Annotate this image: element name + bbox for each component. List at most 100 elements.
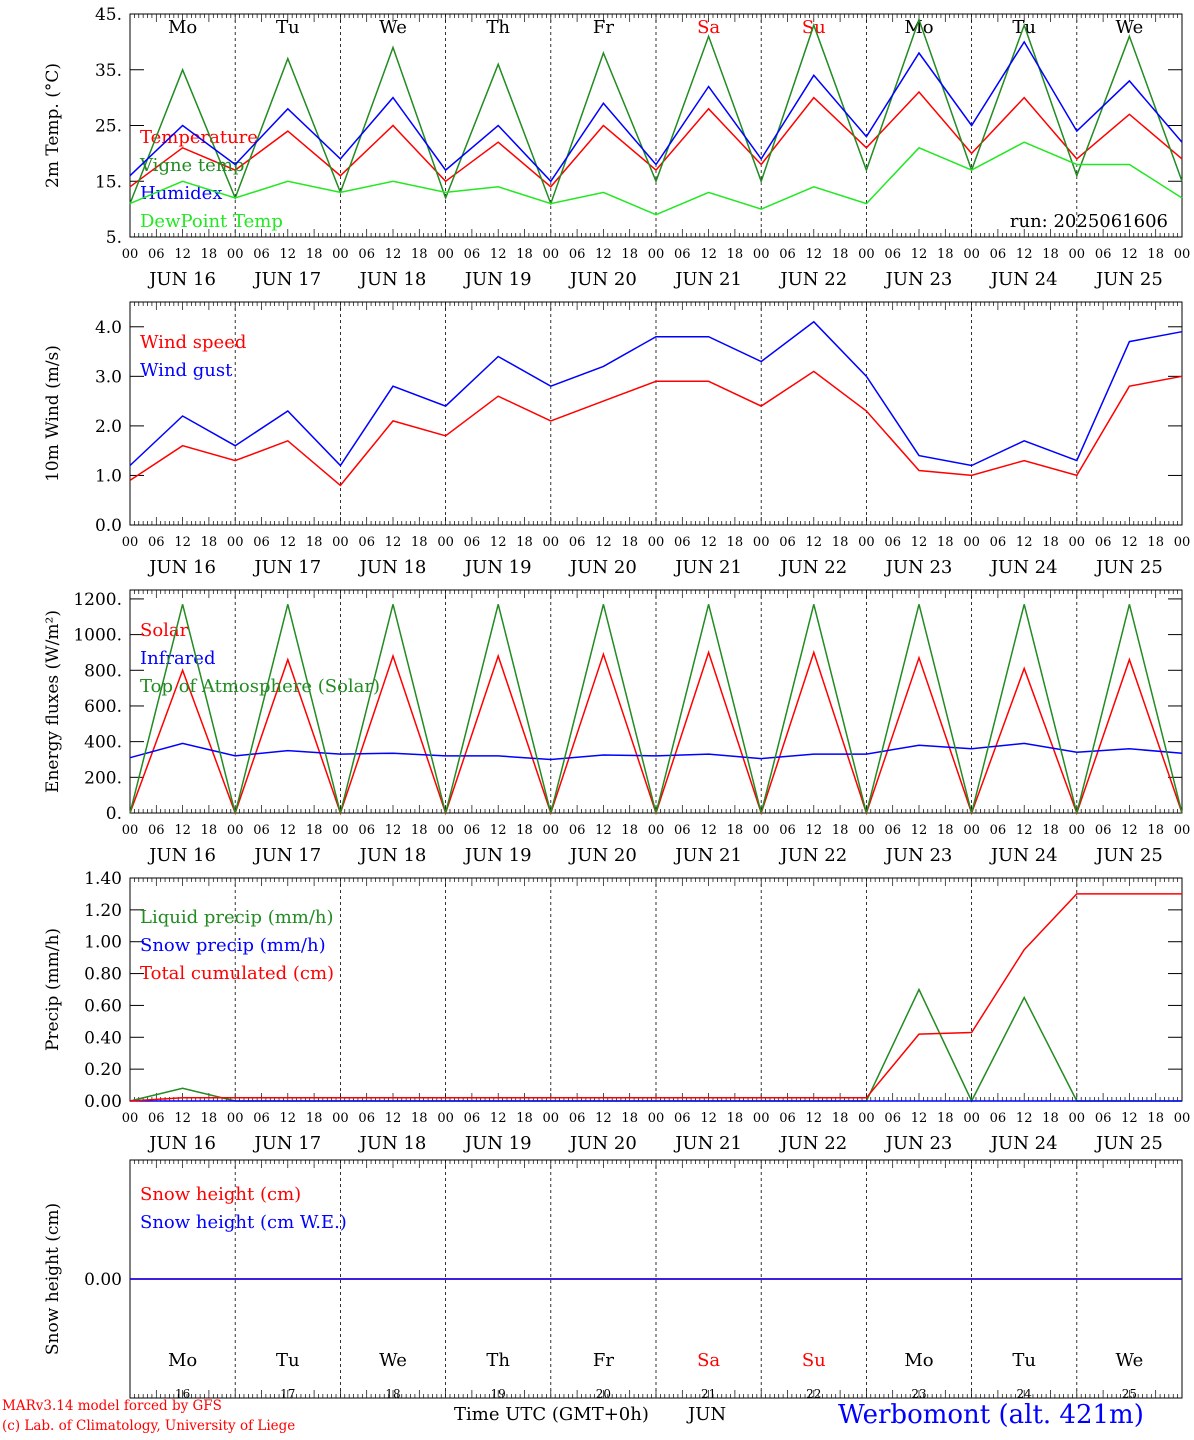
panel-5: 0.00 Snow height (cm) Mo Tu We Th Fr Sa Su Mo Tu We…: [43, 1159, 1183, 1401]
y-tick-label: 600.: [84, 697, 122, 717]
hour-label: 18: [306, 1111, 323, 1126]
date-label: JUN 25: [1094, 269, 1163, 290]
hour-label: 00: [1069, 823, 1086, 838]
hour-label: 12: [1121, 247, 1138, 262]
series-line: [129, 40, 1183, 183]
hour-label: 18: [1147, 535, 1164, 550]
day-label: Tu: [1012, 1350, 1036, 1371]
date-label: JUN 20: [568, 845, 637, 866]
hour-label: 06: [674, 535, 691, 550]
date-label: JUN 21: [673, 269, 742, 290]
hour-label: 00: [543, 247, 560, 262]
hour-label: 18: [306, 247, 323, 262]
date-label: JUN 16: [147, 1133, 216, 1154]
run-label: run: 2025061606: [1010, 211, 1168, 232]
date-label: JUN 18: [358, 269, 427, 290]
hour-label: 18: [937, 1111, 954, 1126]
hour-label: 00: [963, 1111, 980, 1126]
hour-label: 00: [858, 247, 875, 262]
date-label: JUN 16: [147, 557, 216, 578]
hour-label: 18: [832, 535, 849, 550]
hour-label: 00: [963, 247, 980, 262]
hour-label: 00: [437, 823, 454, 838]
date-label: JUN 18: [358, 1133, 427, 1154]
hour-label: 18: [937, 247, 954, 262]
hour-label: 18: [832, 1111, 849, 1126]
hour-label: 12: [595, 247, 612, 262]
hour-label: 12: [1016, 535, 1033, 550]
hour-label: 06: [358, 823, 375, 838]
series-line: [129, 742, 1183, 761]
hour-label: 06: [253, 535, 270, 550]
day-label: Tu: [276, 1350, 300, 1371]
hour-label: 06: [779, 1111, 796, 1126]
hour-label: 00: [1174, 247, 1191, 262]
hour-label: 12: [174, 535, 191, 550]
y-axis-label: Precip (mm/h): [43, 928, 63, 1051]
series-line: [129, 141, 1183, 216]
hour-label: 06: [779, 823, 796, 838]
y-tick-label: 4.0: [95, 318, 122, 338]
y-tick-label: 15.: [95, 172, 122, 192]
hour-label: 06: [884, 535, 901, 550]
y-tick-label: 0.80: [84, 965, 122, 985]
date-label: JUN 19: [463, 269, 532, 290]
hour-label: 18: [1042, 823, 1059, 838]
legend-entry: DewPoint Temp: [140, 211, 283, 232]
lab-credit: (c) Lab. of Climatology, University of L…: [2, 1418, 296, 1434]
legend-entry: Total cumulated (cm): [140, 963, 334, 984]
hour-label: 00: [122, 247, 139, 262]
series-line: [129, 604, 1183, 814]
panel-1: 5.15.25.35.45.2m Temp. (°C)Mo Tu We Th Fr Sa S…: [43, 5, 1190, 290]
date-label: JUN 19: [463, 557, 532, 578]
hour-label: 06: [148, 247, 165, 262]
hour-label: 06: [148, 823, 165, 838]
hour-label: 06: [569, 247, 586, 262]
panel-2: 0.0 1.0 2.0 3.0 4.0 10m Wind (m/s) Wind speed W…: [43, 301, 1190, 578]
hour-label: 06: [464, 535, 481, 550]
y-axis-label: 2m Temp. (°C): [43, 63, 63, 188]
hour-label: 18: [621, 247, 638, 262]
day-label: Th: [486, 1350, 510, 1371]
hour-label: 00: [1069, 1111, 1086, 1126]
date-label: JUN 22: [778, 269, 847, 290]
hour-label: 18: [1147, 823, 1164, 838]
y-tick-label: 1200.: [73, 590, 122, 610]
hour-label: 00: [858, 823, 875, 838]
legend-entry: Humidex: [140, 183, 222, 204]
hour-label: 18: [1147, 1111, 1164, 1126]
hour-label: 12: [806, 1111, 823, 1126]
hour-label: 00: [437, 1111, 454, 1126]
hour-label: 00: [648, 1111, 665, 1126]
y-axis-label: Energy fluxes (W/m²): [43, 610, 63, 793]
day-number-label: 23: [911, 1387, 926, 1401]
date-label: JUN 24: [989, 269, 1058, 290]
y-tick-label: 200.: [84, 768, 122, 788]
hour-label: 06: [464, 247, 481, 262]
hour-label: 12: [1016, 823, 1033, 838]
day-label: We: [1116, 17, 1144, 38]
hour-label: 12: [280, 247, 297, 262]
hour-label: 12: [700, 823, 717, 838]
hour-label: 18: [516, 1111, 533, 1126]
hour-label: 12: [280, 535, 297, 550]
date-label: JUN 20: [568, 1133, 637, 1154]
hour-label: 12: [174, 247, 191, 262]
hour-label: 06: [569, 1111, 586, 1126]
hour-label: 06: [253, 823, 270, 838]
hour-label: 18: [201, 823, 218, 838]
day-label: Mo: [168, 17, 197, 38]
day-label: Fr: [593, 17, 614, 38]
hour-label: 12: [1016, 247, 1033, 262]
hour-label: 00: [648, 247, 665, 262]
hour-label: 12: [1121, 823, 1138, 838]
legend-entry: Snow height (cm): [140, 1184, 301, 1205]
hour-label: 12: [385, 1111, 402, 1126]
hour-label: 00: [648, 823, 665, 838]
day-number-label: 24: [1017, 1387, 1033, 1401]
hour-ticks: [129, 590, 1183, 813]
hour-label: 00: [543, 535, 560, 550]
month-label: JUN: [688, 1404, 727, 1425]
hour-label: 12: [806, 247, 823, 262]
series-line: [129, 17, 1183, 206]
